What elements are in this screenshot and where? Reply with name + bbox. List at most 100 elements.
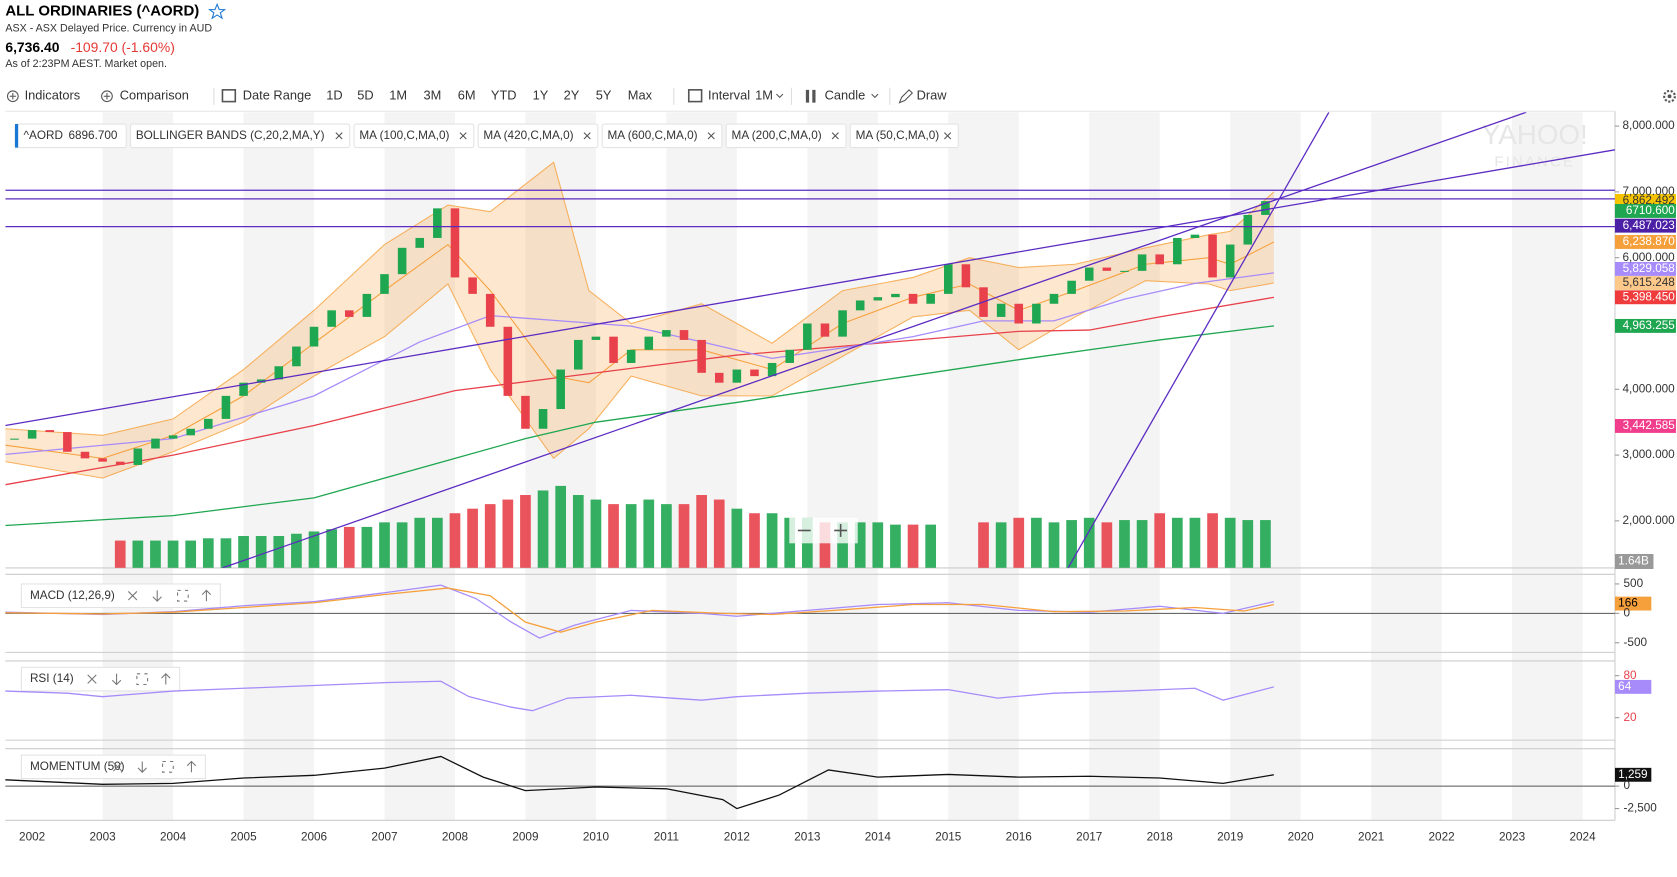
candle — [27, 430, 37, 439]
x-tick-label: 2011 — [654, 831, 679, 844]
legend-chip[interactable] — [601, 123, 723, 149]
candle — [1155, 254, 1164, 265]
volume-bar — [185, 540, 197, 568]
toolbar-button[interactable]: Max — [628, 88, 653, 103]
legend-value: 6896.700 — [68, 129, 117, 142]
toolbar-button[interactable]: YTD — [491, 88, 517, 103]
volume-bar — [1101, 522, 1113, 568]
toolbar-button[interactable]: 5D — [357, 88, 373, 103]
value-label-box — [1614, 235, 1676, 249]
quote-title: ALL ORDINARIES (^AORD) — [5, 3, 199, 20]
candle — [767, 362, 777, 377]
toolbar-button[interactable]: 1M — [389, 88, 407, 103]
candle — [115, 461, 125, 465]
value-label-box — [1614, 767, 1652, 782]
legend-chip[interactable] — [353, 123, 475, 149]
year-band — [1512, 112, 1583, 821]
y-tick-label: 20 — [1624, 711, 1638, 724]
toolbar-button[interactable]: Draw — [917, 88, 948, 103]
indicator-up[interactable] — [201, 589, 212, 602]
watchlist-star[interactable] — [208, 2, 227, 20]
legend-label: MA (600,C,MA,0) — [607, 129, 697, 142]
indicator-expand[interactable] — [177, 589, 189, 602]
legend-label: BOLLINGER BANDS (C,20,2,MA,Y) — [136, 129, 325, 142]
candle — [538, 409, 548, 429]
candle — [168, 435, 178, 439]
volume-bar — [114, 540, 126, 568]
value-label: 6,487.023 — [1623, 219, 1676, 232]
legend-close[interactable] — [583, 132, 591, 140]
legend-chip[interactable] — [477, 123, 599, 149]
quote-change: -109.70 (-1.60%) — [71, 39, 175, 55]
candle — [609, 336, 618, 363]
candle — [556, 369, 565, 410]
toolbar-button[interactable]: Interval — [708, 88, 750, 103]
indicator-chip[interactable] — [20, 754, 206, 780]
toolbar-button[interactable]: 3M — [424, 88, 442, 103]
candle — [591, 336, 601, 340]
x-tick-label: 2017 — [1076, 831, 1102, 844]
toolbar-button[interactable]: 5Y — [596, 88, 612, 103]
value-label: 5,829.058 — [1623, 262, 1676, 275]
quote-subtitle: ASX - ASX Delayed Price. Currency in AUD — [5, 23, 212, 35]
value-label-box — [1614, 318, 1676, 333]
toolbar-button[interactable]: 1Y — [533, 88, 549, 103]
volume-bar — [449, 513, 461, 568]
indicator-up[interactable] — [186, 760, 197, 773]
indicator-up[interactable] — [161, 673, 171, 685]
legend-chip[interactable] — [129, 123, 351, 149]
volume-bar — [220, 538, 232, 568]
value-label: 4,963.255 — [1623, 319, 1676, 332]
year-band — [525, 112, 596, 821]
toolbar-button[interactable]: 6M — [458, 88, 476, 103]
candle — [785, 349, 794, 363]
indicator-line — [5, 587, 1275, 633]
toolbar-button[interactable]: Candle — [825, 88, 866, 103]
legend-close[interactable] — [459, 132, 467, 140]
toolbar-button[interactable]: 2Y — [564, 88, 580, 103]
indicator-remove[interactable] — [87, 674, 97, 684]
gear[interactable] — [1663, 89, 1676, 103]
volume-bar — [925, 524, 937, 568]
legend-accent — [14, 124, 19, 148]
toolbar-button[interactable]: Indicators — [25, 88, 81, 103]
legend-close[interactable] — [707, 132, 715, 140]
x-tick-label: 2003 — [90, 831, 117, 844]
candle — [221, 395, 231, 419]
toolbar-button[interactable]: 1M — [755, 88, 773, 103]
legend-close[interactable] — [831, 132, 839, 140]
indicator-remove[interactable] — [112, 762, 123, 772]
legend-chip[interactable] — [725, 123, 847, 149]
indicator-remove[interactable] — [127, 591, 138, 601]
value-label-box — [1614, 679, 1652, 694]
candle — [1173, 237, 1182, 265]
legend-close[interactable] — [944, 132, 952, 140]
toolbar-button[interactable]: 1D — [326, 88, 342, 103]
dropdown-caret — [871, 93, 879, 99]
candle — [1190, 234, 1200, 238]
y-tick-label: 7,000.000 — [1622, 185, 1675, 198]
candle — [820, 323, 830, 337]
legend-chip[interactable] — [849, 123, 959, 149]
toolbar-button[interactable]: Comparison — [120, 88, 189, 103]
candle — [239, 382, 248, 396]
x-tick-label: 2002 — [19, 831, 45, 844]
volume-bar — [502, 499, 514, 568]
indicator-down[interactable] — [111, 673, 122, 686]
indicator-chip[interactable] — [20, 583, 221, 609]
indicator-expand[interactable] — [136, 673, 149, 686]
legend-close[interactable] — [335, 132, 343, 140]
volume-bar — [1031, 517, 1042, 568]
settings-gear[interactable] — [1663, 89, 1676, 103]
indicator-down[interactable] — [137, 761, 147, 773]
toolbar-button[interactable]: Date Range — [243, 88, 311, 103]
indicator-down[interactable] — [152, 590, 162, 602]
indicator-expand[interactable] — [162, 760, 174, 773]
year-band — [1371, 112, 1442, 821]
value-label-box — [1614, 290, 1676, 305]
candle — [1261, 201, 1270, 215]
volume-bar — [1260, 520, 1271, 568]
y-tick-label: -500 — [1624, 636, 1648, 649]
